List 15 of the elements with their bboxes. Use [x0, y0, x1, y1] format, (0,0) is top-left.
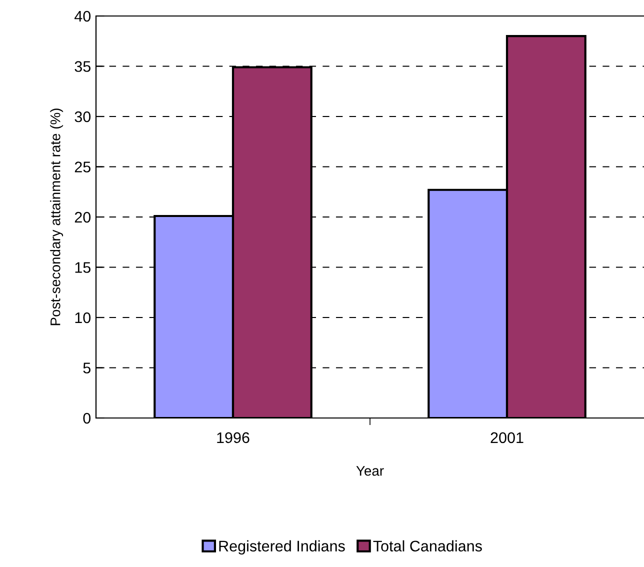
legend-label: Total Canadians: [373, 540, 482, 552]
y-axis-title: Post-secondary attainment rate (%): [50, 108, 64, 326]
y-tick-label: 15: [75, 262, 90, 273]
x-tick-label: 1996: [217, 432, 250, 444]
y-tick-label: 10: [75, 312, 91, 324]
y-tick-label: 35: [74, 61, 90, 72]
x-tick-label: 2001: [490, 432, 524, 444]
x-axis-title: Year: [356, 466, 384, 476]
y-tick-label: 25: [74, 162, 90, 172]
y-tick-label: 5: [83, 362, 90, 374]
y-tick-label: 0: [83, 412, 91, 424]
y-tick-label: 30: [74, 111, 91, 122]
legend-label: Registered Indians: [219, 540, 345, 555]
y-tick-label: 20: [74, 212, 91, 223]
y-tick-label: 40: [74, 10, 91, 22]
